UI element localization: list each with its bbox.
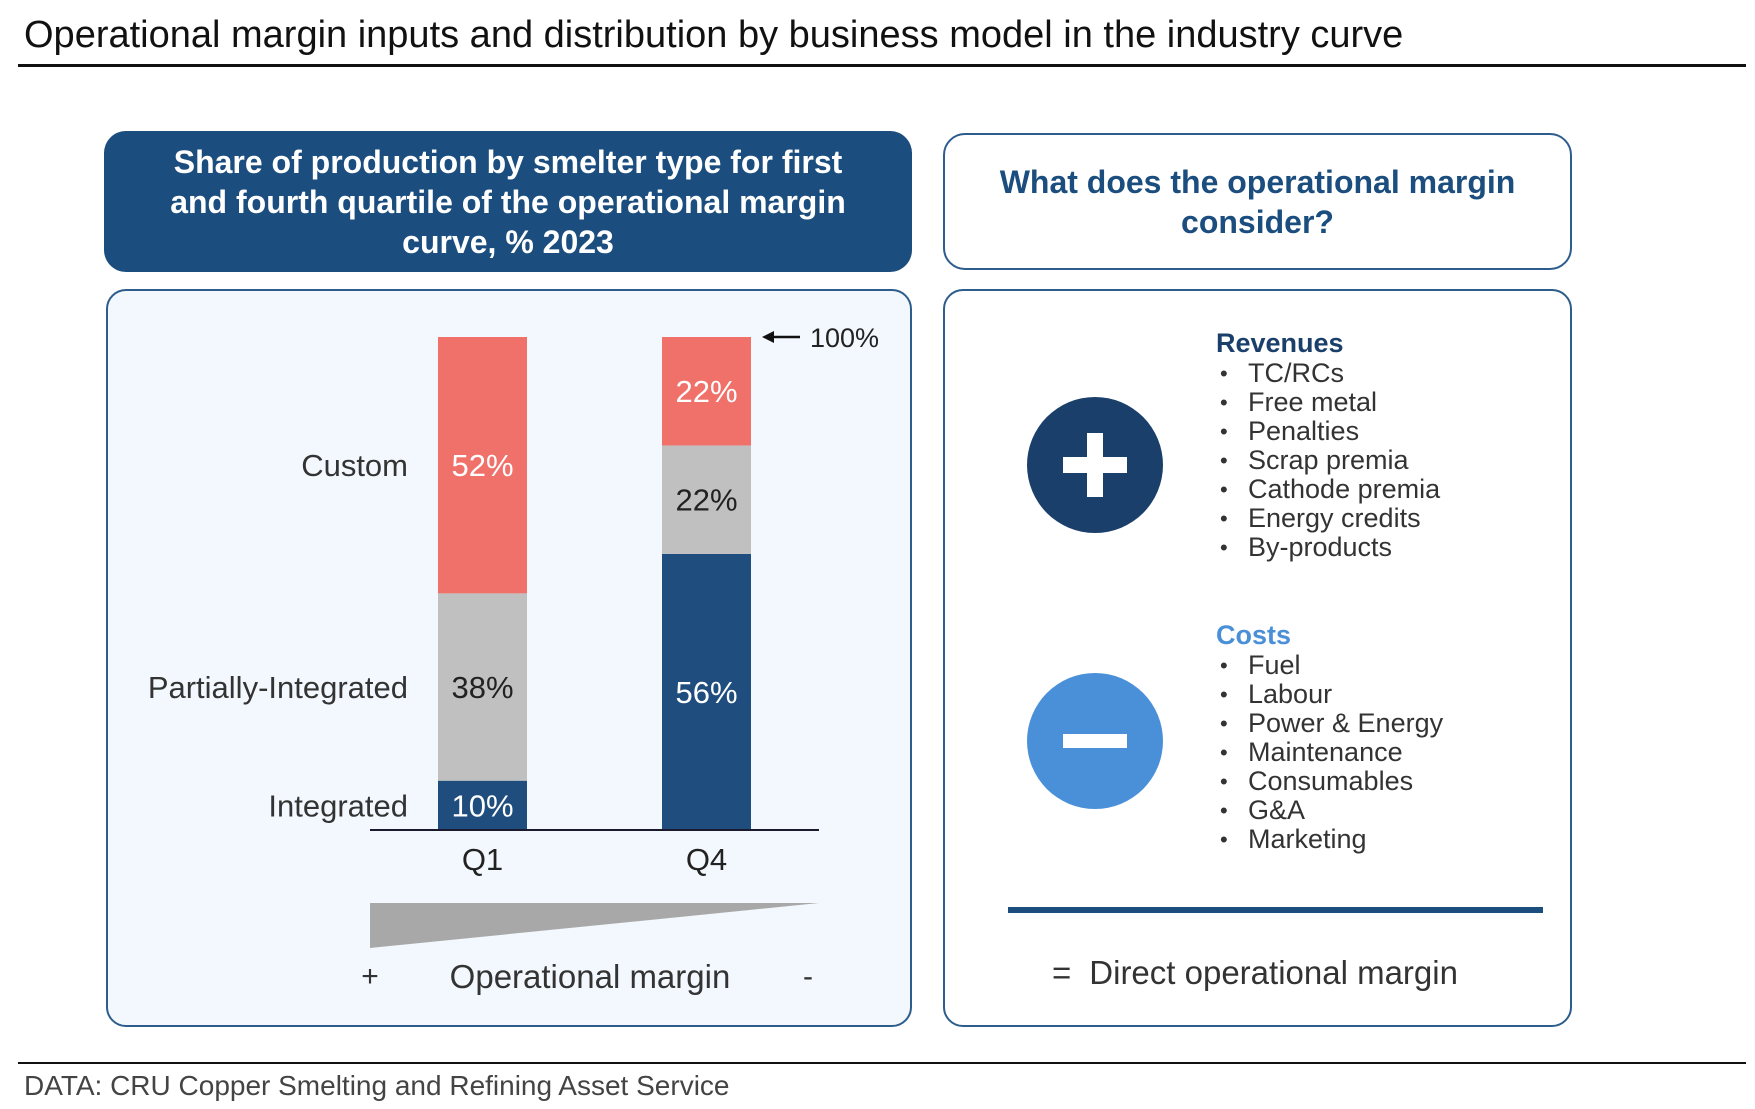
plus-icon [1027,397,1163,533]
costs-list: FuelLabourPower & EnergyMaintenanceConsu… [1216,651,1443,855]
chart-header: Share of production by smelter type for … [104,131,912,272]
list-item: Maintenance [1216,738,1443,768]
margin-gradient-wedge [370,903,819,948]
list-item: Labour [1216,680,1443,710]
margin-axis-label: Operational margin [450,958,731,995]
list-item: G&A [1216,796,1443,826]
total-annotation: 100% [762,323,879,353]
costs-section: Costs FuelLabourPower & EnergyMaintenanc… [1216,620,1443,854]
bar-q1-partially-integrated [438,593,527,781]
minus-icon [1027,673,1163,809]
x-tick-labels: Q1 Q4 [462,842,727,877]
data-label: 22% [675,374,737,409]
list-item: Fuel [1216,651,1443,681]
equals-symbol: = [1052,954,1072,991]
revenues-section: Revenues TC/RCsFree metalPenaltiesScrap … [1216,328,1440,562]
list-item: Consumables [1216,767,1443,797]
revenues-list: TC/RCsFree metalPenaltiesScrap premiaCat… [1216,359,1440,563]
revenues-title: Revenues [1216,328,1344,358]
bars-group: 10% 56% 38% 22% 52% 22% [438,337,751,830]
list-item: TC/RCs [1216,359,1440,389]
title-underline [18,64,1746,67]
result-label: Direct operational margin [1089,954,1458,991]
total-100-label: 100% [810,323,879,353]
footer-rule [18,1062,1746,1064]
x-tick-label: Q4 [686,842,727,877]
data-label: 52% [451,448,513,483]
list-item: Free metal [1216,388,1440,418]
costs-title: Costs [1216,620,1292,650]
list-item: Marketing [1216,825,1443,855]
list-item: Energy credits [1216,504,1440,534]
bar-q1-integrated [438,780,527,830]
series-label: Custom [301,448,408,483]
margin-question-header: What does the operational margin conside… [943,133,1572,270]
bar-q1-custom [438,337,527,594]
series-labels: Integrated Partially-Integrated Custom [148,448,408,823]
margin-question-text: What does the operational margin conside… [999,163,1516,240]
chart-header-text: Share of production by smelter type for … [170,143,846,260]
list-item: Power & Energy [1216,709,1443,739]
sum-divider [1008,907,1543,913]
bar-q4-custom [662,337,751,446]
series-label: Partially-Integrated [148,670,408,705]
source-note: DATA: CRU Copper Smelting and Refining A… [24,1070,730,1101]
bar-q4-partially-integrated [662,445,751,554]
list-item: Scrap premia [1216,446,1440,476]
list-item: Penalties [1216,417,1440,447]
page-title: Operational margin inputs and distributi… [24,14,1404,56]
result-line: = Direct operational margin [1052,954,1458,992]
arrow-left-icon [762,331,774,343]
list-item: Cathode premia [1216,475,1440,505]
data-label: 10% [451,788,513,823]
margin-high-marker: + [361,960,379,993]
list-item: By-products [1216,533,1440,563]
data-label: 22% [675,483,737,518]
data-label: 38% [451,670,513,705]
data-label: 56% [675,675,737,710]
bar-q4-integrated [662,553,751,830]
x-tick-label: Q1 [462,842,503,877]
margin-low-marker: - [803,960,813,993]
series-label: Integrated [268,788,408,823]
